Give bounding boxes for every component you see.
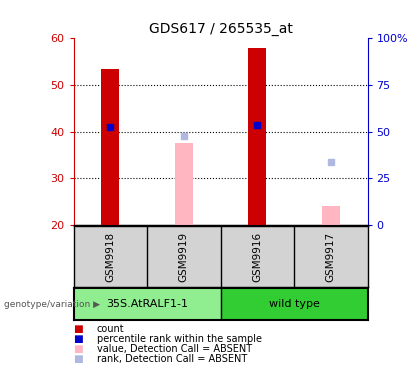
Text: ■: ■ [74,344,83,354]
Bar [175,143,193,225]
Text: count: count [97,324,124,334]
Text: genotype/variation ▶: genotype/variation ▶ [4,300,100,309]
Text: wild type: wild type [268,299,320,309]
Text: ■: ■ [74,334,83,344]
Text: percentile rank within the sample: percentile rank within the sample [97,334,262,344]
Text: 35S.AtRALF1-1: 35S.AtRALF1-1 [106,299,188,309]
Text: rank, Detection Call = ABSENT: rank, Detection Call = ABSENT [97,354,247,364]
Title: GDS617 / 265535_at: GDS617 / 265535_at [149,22,292,36]
Bar [248,48,266,225]
Bar [101,69,119,225]
Text: GSM9917: GSM9917 [326,232,336,282]
Text: GSM9916: GSM9916 [252,232,262,282]
Text: ■: ■ [74,354,83,364]
Text: GSM9918: GSM9918 [105,232,115,282]
Bar [322,206,340,225]
Text: value, Detection Call = ABSENT: value, Detection Call = ABSENT [97,344,252,354]
Text: GSM9919: GSM9919 [179,232,189,282]
Text: ■: ■ [74,324,83,334]
